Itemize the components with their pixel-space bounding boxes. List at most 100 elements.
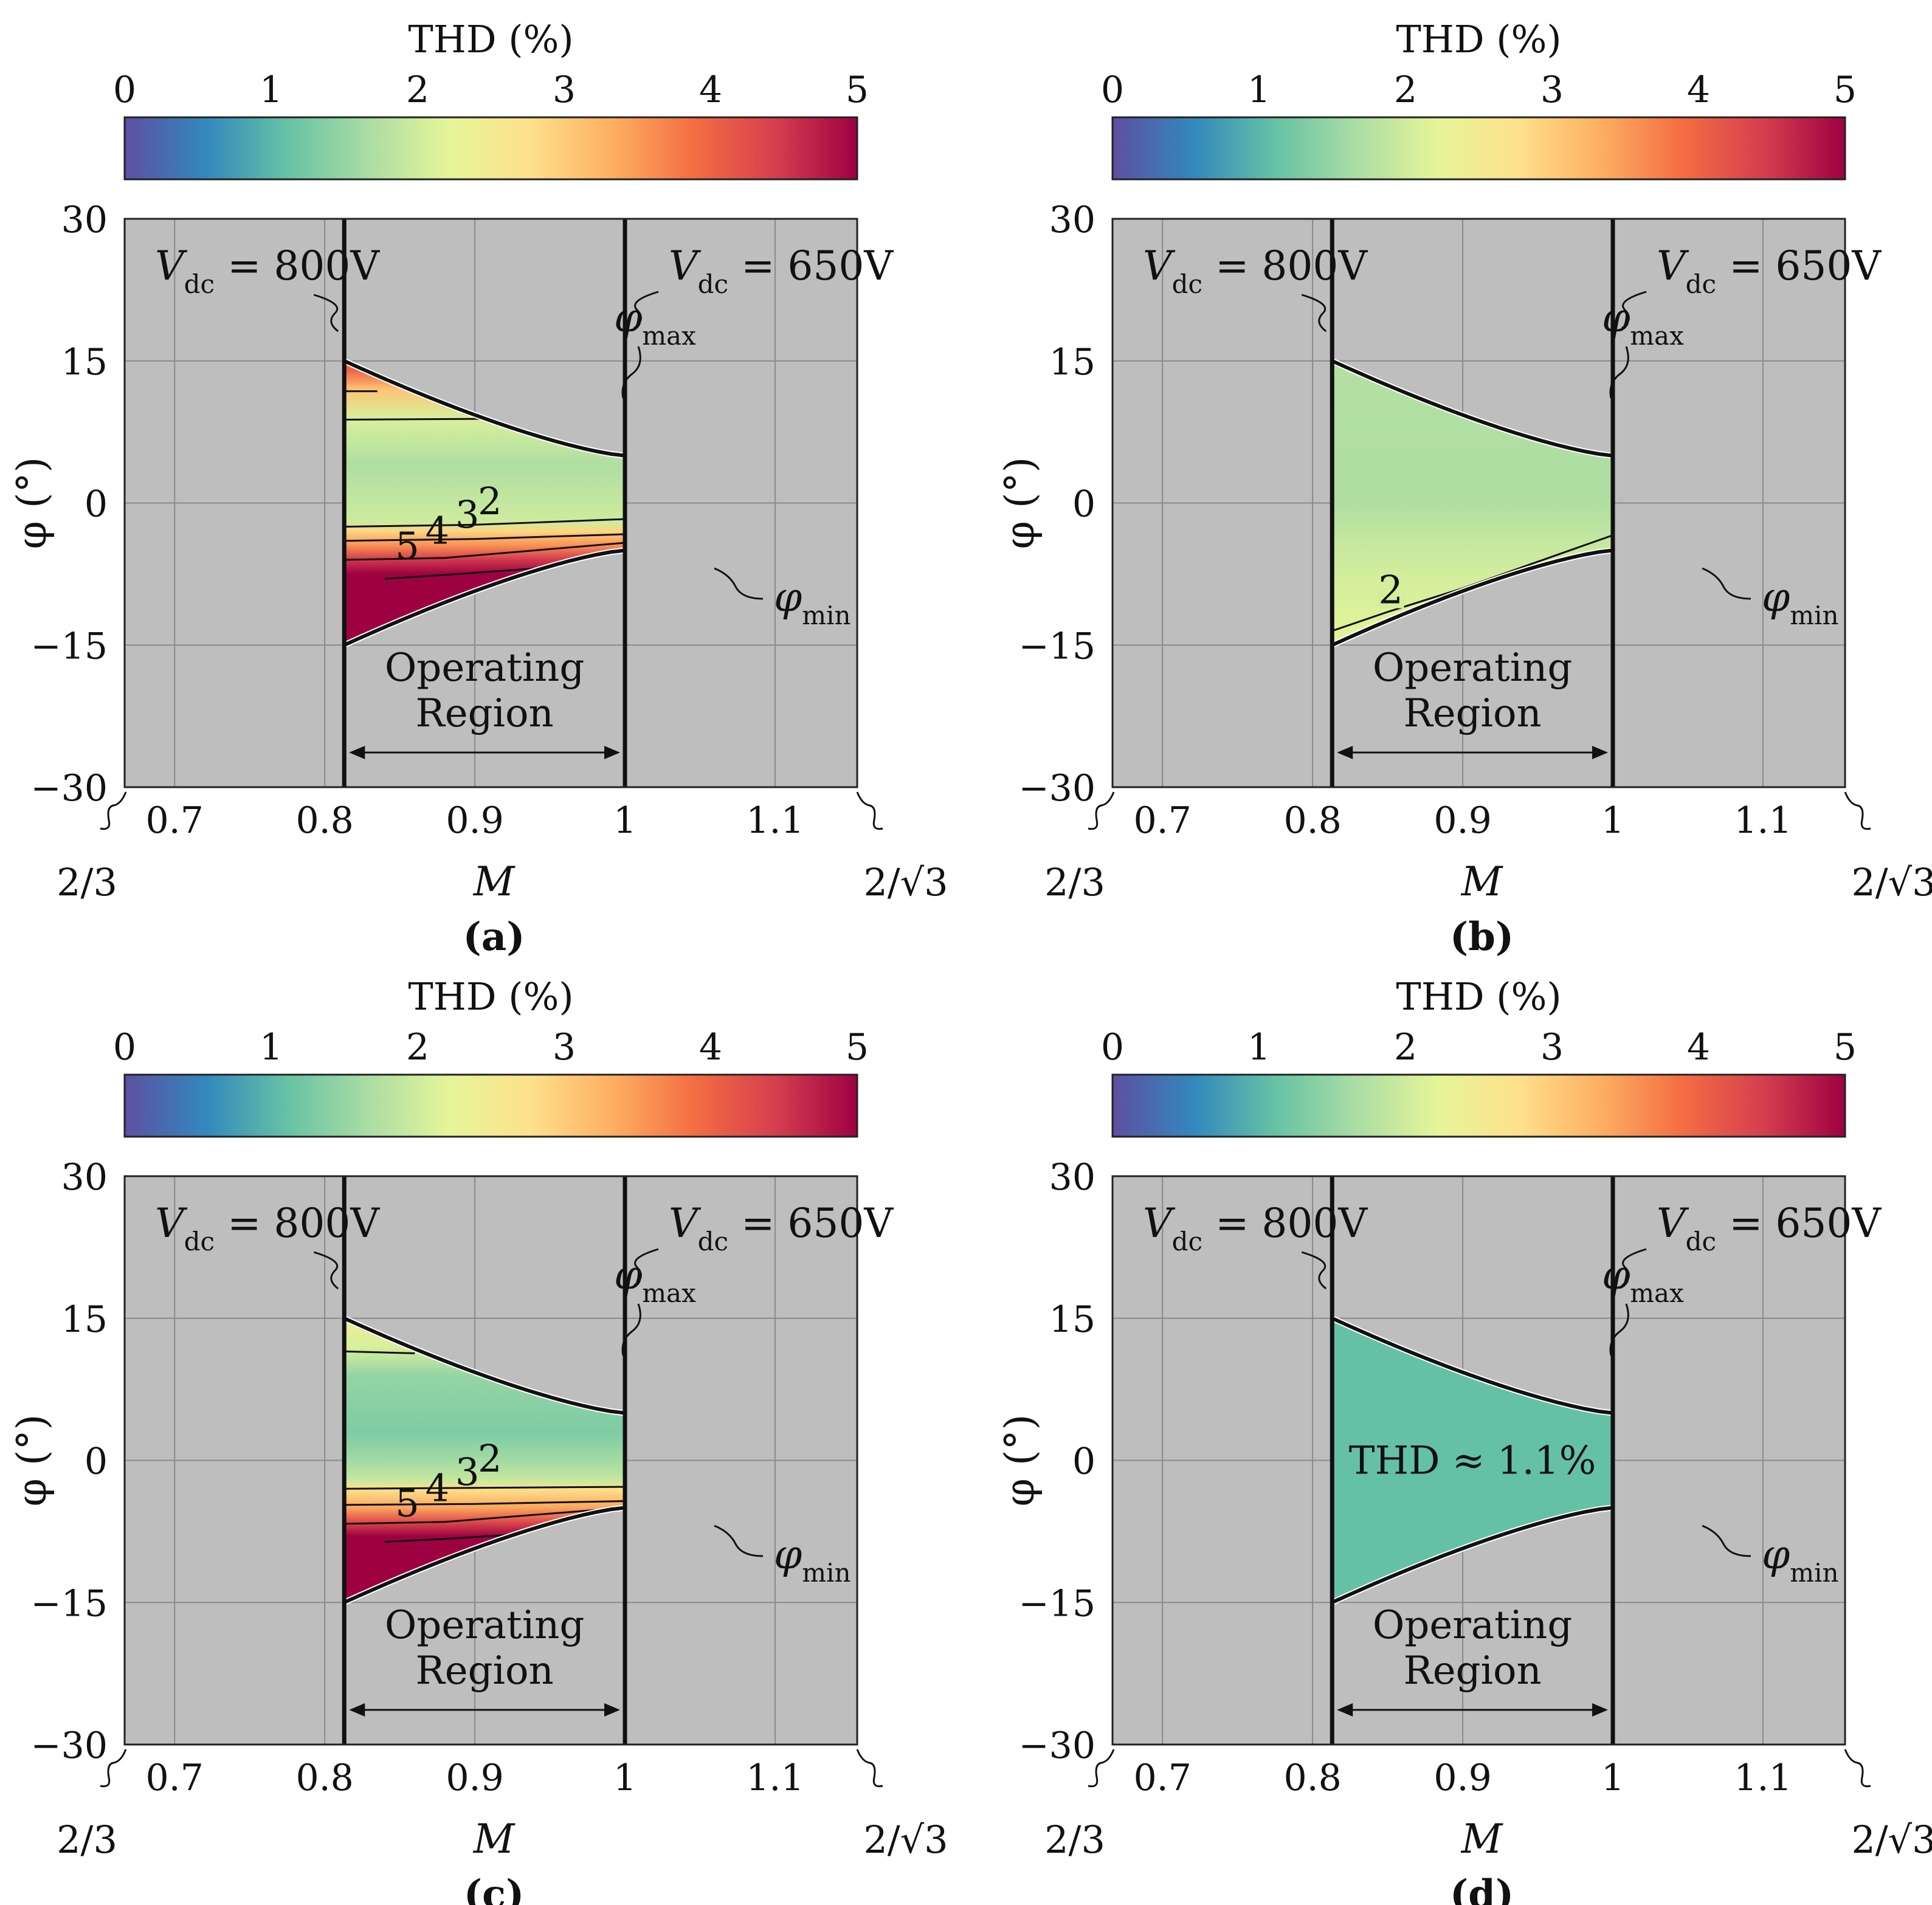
phi-max-label: φmax — [614, 1252, 696, 1308]
colorbar-tick-label: 1 — [1247, 1026, 1271, 1069]
x-tick-label: 0.8 — [295, 1757, 353, 1799]
colorbar — [1111, 116, 1846, 181]
panel-label: (c) — [464, 1872, 525, 1905]
operating-region-label: Operating — [385, 1603, 584, 1648]
colorbar-tick-label: 5 — [1834, 69, 1857, 111]
vdc-650-symbol: V — [669, 243, 702, 289]
operating-region-label: Region — [1404, 691, 1542, 736]
vdc-650-symbol: V — [1657, 1200, 1689, 1247]
y-tick-label: 30 — [1049, 1156, 1095, 1199]
y-tick-label: −30 — [1018, 1724, 1095, 1767]
operating-region-label: Region — [1404, 1648, 1542, 1693]
colorbar-tick-label: 4 — [1687, 69, 1710, 111]
phi-min-label: φmin — [774, 574, 851, 630]
x-right-edge-label: 2/√3 — [1851, 860, 1932, 904]
phi-max-leader — [1609, 1303, 1629, 1356]
x-left-edge-label: 2/3 — [1044, 860, 1105, 904]
phi-max-subscript: max — [642, 321, 696, 351]
colorbar-tick-label: 0 — [1101, 1026, 1124, 1069]
phi-min-leader — [714, 567, 764, 600]
y-tick-label: 0 — [1072, 1441, 1095, 1483]
colorbar-tick-label: 3 — [1540, 69, 1564, 111]
vdc-650-leader — [1621, 1248, 1647, 1287]
vdc-650-value: = 650V — [728, 243, 894, 289]
phi-min-symbol: φ — [774, 574, 802, 621]
vdc-800-value: = 800V — [1202, 1200, 1368, 1247]
y-tick-label: −30 — [1018, 767, 1095, 810]
phi-min-subscript: min — [1790, 601, 1838, 630]
colorbar — [123, 116, 858, 181]
vdc-800-label: Vdc = 800V — [1143, 1200, 1368, 1256]
colorbar-tick-label: 0 — [1101, 69, 1124, 111]
phi-max-subscript: max — [1630, 1278, 1684, 1308]
y-axis-label: φ (°) — [9, 457, 55, 549]
operating-region-label: Operating — [385, 646, 584, 691]
x-axis-label: M — [473, 1816, 516, 1862]
panel-label: (d) — [1450, 1872, 1514, 1905]
contour-line — [344, 1500, 626, 1506]
x-tick-label: 0.7 — [146, 1757, 204, 1799]
contour-label: 3 — [455, 492, 479, 537]
vdc-650-leader — [633, 1248, 659, 1287]
phi-max-subscript: max — [642, 1278, 696, 1308]
y-axis-label: φ (°) — [9, 1414, 55, 1507]
region-arrowhead-left — [349, 1703, 365, 1717]
x-tick-label: 1.1 — [1734, 799, 1792, 842]
vdc-650-symbol: V — [1657, 243, 1689, 289]
operating-region-label: Operating — [1373, 1603, 1572, 1648]
phi-min-symbol: φ — [1762, 1531, 1790, 1578]
x-right-leader — [856, 791, 883, 830]
y-tick-label: 15 — [61, 341, 108, 384]
colorbar-tick-label: 2 — [406, 1026, 429, 1069]
x-tick-label: 0.9 — [446, 1757, 503, 1799]
phi-max-label: φmax — [1602, 1252, 1684, 1308]
region-arrowhead-left — [349, 746, 365, 759]
region-arrowhead-right — [1592, 1703, 1609, 1717]
y-tick-label: 15 — [1049, 341, 1095, 384]
x-tick-label: 0.7 — [1134, 1757, 1192, 1799]
axes-frame — [123, 218, 858, 788]
x-tick-label: 0.9 — [1433, 1757, 1491, 1799]
vdc-650-label: Vdc = 650V — [669, 243, 894, 299]
y-tick-label: 30 — [1049, 199, 1095, 241]
vdc-800-symbol: V — [155, 243, 188, 289]
colorbar-tick-label: 3 — [553, 1026, 576, 1069]
y-tick-label: 15 — [61, 1298, 108, 1341]
x-right-edge-label: 2/√3 — [863, 1817, 948, 1862]
region-arrowhead-left — [1337, 1703, 1353, 1717]
colorbar-tick-label: 3 — [553, 69, 576, 111]
x-left-leader — [1088, 1749, 1115, 1788]
x-left-leader — [100, 791, 127, 830]
contour-label: 5 — [395, 1481, 419, 1525]
x-right-leader — [1844, 791, 1871, 830]
region-arrowhead-right — [604, 746, 621, 759]
y-tick-label: −15 — [30, 625, 108, 667]
colorbar-tick-label: 2 — [1394, 69, 1417, 111]
phi-min-curve — [343, 548, 626, 647]
contour-label: 2 — [478, 479, 502, 523]
operating-region-label: Operating — [1373, 646, 1572, 691]
vdc-800-value: = 800V — [215, 1200, 380, 1247]
colorbar-tick-label: 1 — [260, 69, 283, 111]
phi-min-subscript: min — [802, 601, 850, 630]
x-left-edge-label: 2/3 — [1044, 1817, 1105, 1862]
x-right-leader — [1844, 1749, 1871, 1788]
vdc-800-value: = 800V — [1202, 243, 1368, 289]
vdc-800-label: Vdc = 800V — [155, 243, 380, 299]
colorbar-tick-label: 1 — [1247, 69, 1271, 111]
x-tick-label: 0.9 — [1433, 799, 1491, 842]
phi-min-symbol: φ — [1762, 574, 1790, 621]
vdc-800-leader — [313, 294, 339, 332]
phi-max-symbol: φ — [1602, 294, 1630, 341]
x-tick-label: 0.7 — [146, 799, 204, 842]
vdc-650-label: Vdc = 650V — [1657, 1200, 1882, 1256]
vdc-800-leader — [313, 1251, 339, 1290]
vdc-800-subscript: dc — [1172, 269, 1202, 299]
region-arrowhead-left — [1337, 746, 1353, 759]
axes-frame — [1111, 1175, 1846, 1746]
phi-max-symbol: φ — [1602, 1252, 1630, 1298]
x-tick-label: 1 — [613, 1757, 637, 1799]
x-axis-label: M — [1461, 858, 1503, 905]
x-tick-label: 0.9 — [446, 799, 503, 842]
y-tick-label: −15 — [1018, 1582, 1095, 1625]
